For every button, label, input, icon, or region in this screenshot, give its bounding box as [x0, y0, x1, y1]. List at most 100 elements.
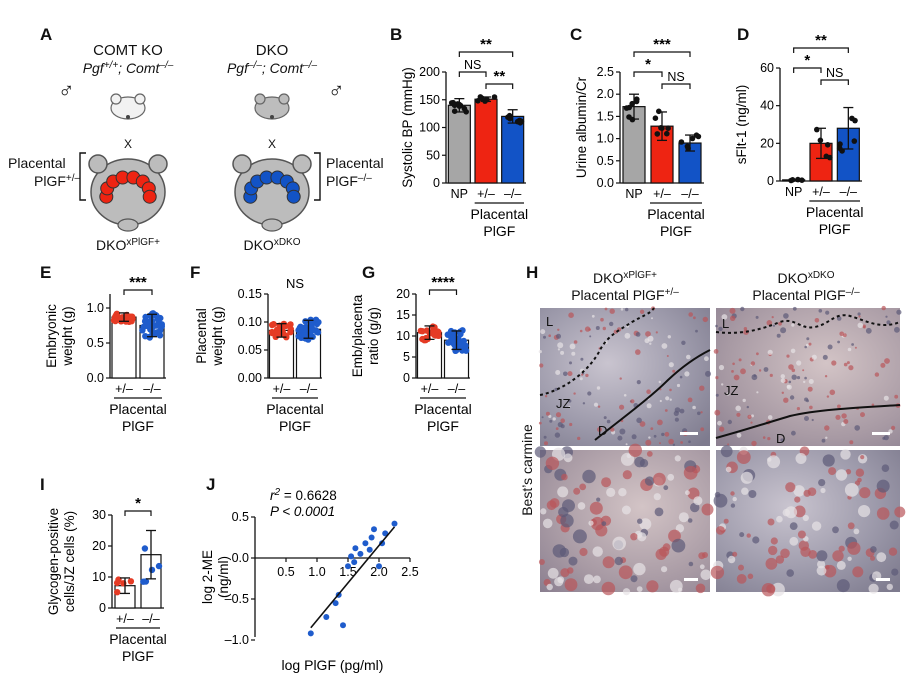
tissue-speckle	[713, 349, 719, 354]
tissue-speckle	[540, 329, 546, 335]
data-point	[287, 321, 294, 328]
tissue-speckle	[635, 349, 641, 355]
tissue-speckle	[546, 583, 553, 591]
tissue-speckle	[587, 391, 592, 396]
tissue-speckle	[705, 370, 711, 377]
tissue-speckle	[719, 426, 725, 432]
tissue-speckle	[842, 333, 847, 338]
tissue-speckle	[619, 404, 625, 410]
tissue-speckle	[750, 421, 753, 424]
tissue-speckle	[588, 520, 594, 526]
tissue-speckle	[723, 518, 729, 524]
tissue-speckle	[622, 470, 632, 480]
tissue-speckle	[646, 451, 653, 457]
tissue-speckle	[544, 395, 548, 398]
tissue-speckle	[683, 465, 698, 480]
tissue-speckle	[668, 362, 674, 368]
tissue-speckle	[695, 329, 698, 333]
data-point	[837, 141, 843, 147]
tissue-speckle	[548, 414, 552, 418]
data-point	[295, 332, 302, 340]
panel-letter-j: J	[206, 475, 215, 494]
tissue-speckle	[658, 380, 661, 384]
y-tick-label: 20	[396, 287, 410, 301]
tissue-speckle	[840, 449, 851, 460]
tissue-speckle	[631, 434, 637, 440]
tissue-speckle	[685, 490, 690, 496]
bar	[501, 115, 525, 184]
data-point	[302, 318, 309, 325]
tissue-speckle	[731, 370, 734, 373]
tissue-speckle	[816, 565, 827, 576]
tissue-speckle	[715, 324, 718, 328]
tissue-speckle	[556, 333, 561, 339]
data-point	[654, 131, 661, 137]
tissue-speckle	[577, 436, 581, 441]
scatter-point	[345, 563, 351, 570]
y-tick-label: 0.15	[238, 287, 262, 301]
scatter-point	[352, 545, 359, 552]
tissue-speckle	[766, 584, 776, 594]
category-label: +/–	[116, 612, 134, 626]
tissue-speckle	[792, 306, 797, 311]
tissue-speckle	[838, 545, 845, 552]
tissue-speckle	[818, 479, 826, 487]
tissue-speckle	[649, 342, 652, 345]
tissue-speckle	[806, 399, 809, 403]
tissue-speckle	[547, 567, 559, 579]
tissue-speckle	[883, 395, 889, 401]
tissue-speckle	[742, 398, 746, 403]
tissue-speckle	[630, 575, 638, 583]
tissue-speckle	[884, 358, 890, 364]
tissue-speckle	[619, 428, 626, 435]
tissue-speckle	[583, 574, 594, 584]
tissue-speckle	[725, 466, 732, 473]
tissue-speckle	[765, 557, 778, 570]
tissue-speckle	[651, 317, 653, 320]
tissue-speckle	[581, 373, 584, 376]
tissue-speckle	[688, 561, 694, 567]
tissue-speckle	[541, 416, 544, 419]
y-axis-label: Urine albumin/Cr	[574, 76, 589, 178]
tissue-speckle	[788, 380, 792, 384]
panel-h-left-subtitle: Placental PlGF+/–	[571, 287, 679, 303]
tissue-speckle	[717, 420, 722, 426]
significance-bracket	[458, 51, 514, 57]
tissue-speckle	[786, 569, 794, 577]
tissue-speckle	[755, 315, 759, 319]
y-tick-label: 0.0	[232, 551, 249, 565]
tissue-speckle	[746, 405, 749, 409]
tissue-speckle	[736, 432, 742, 438]
pregnant-mouse-ko-icon	[232, 154, 312, 232]
data-point	[429, 323, 437, 330]
category-label: +/–	[115, 382, 133, 396]
data-point	[633, 98, 640, 105]
tissue-speckle	[668, 438, 674, 445]
category-label: –/–	[142, 612, 159, 626]
tissue-speckle	[738, 358, 742, 362]
tissue-speckle	[700, 569, 712, 581]
x-tick-label: 0.5	[277, 565, 294, 579]
tissue-speckle	[727, 555, 736, 564]
tissue-speckle	[790, 348, 796, 354]
male-symbol-icon: ♂	[328, 78, 345, 103]
tissue-speckle	[674, 417, 680, 422]
tissue-speckle	[730, 503, 736, 508]
y-axis-label: Placental	[194, 308, 209, 364]
bar	[447, 104, 471, 184]
y-axis-label: (ng/ml)	[216, 556, 231, 598]
tissue-speckle	[789, 536, 799, 546]
tissue-speckle	[780, 327, 787, 334]
data-point	[118, 314, 125, 321]
y-tick-label: 1.5	[597, 109, 614, 123]
tissue-speckle	[781, 391, 784, 394]
micrograph-ko-low-mag	[716, 308, 900, 446]
tissue-speckle	[822, 454, 835, 467]
tissue-speckle	[871, 403, 875, 407]
data-point	[462, 347, 470, 354]
bar	[111, 316, 137, 379]
tissue-speckle	[665, 396, 670, 401]
tissue-speckle	[659, 442, 661, 445]
tissue-speckle	[804, 416, 809, 421]
tissue-speckle	[582, 469, 596, 484]
